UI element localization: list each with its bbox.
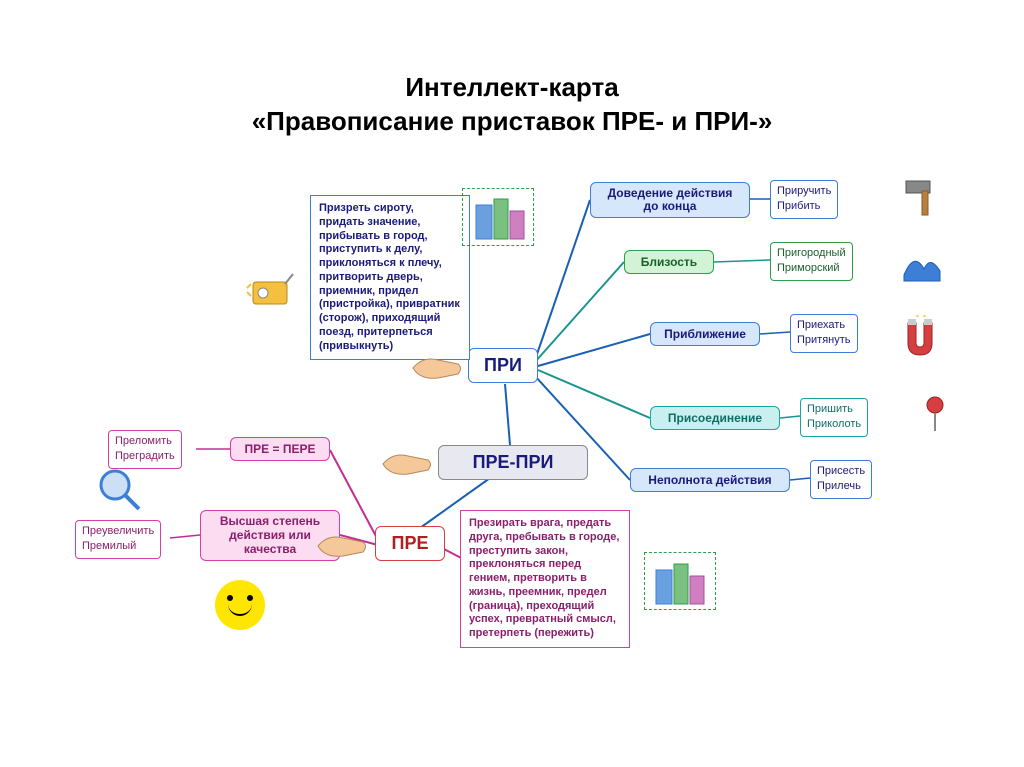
pri-examples-approach: Приехать Притянуть (790, 314, 858, 353)
center-node: ПРЕ-ПРИ (438, 445, 588, 480)
pri-branch-completion: Доведение действиядо конца (590, 182, 750, 218)
selection-rect (462, 188, 534, 246)
pri-textbox: Призреть сироту, придать значение, прибы… (310, 195, 470, 360)
pri-examples-completion: Приручить Прибить (770, 180, 838, 219)
pre-textbox: Презирать врага, предать друга, пребыват… (460, 510, 630, 648)
title-line1: Интеллект-карта (0, 72, 1024, 103)
pri-branch-approach: Приближение (650, 322, 760, 346)
pri-label: ПРИ (484, 355, 522, 375)
smiley-icon (215, 580, 265, 630)
pri-examples-closeness: Пригородный Приморский (770, 242, 853, 281)
pri-node: ПРИ (468, 348, 538, 383)
title-line2: «Правописание приставок ПРЕ- и ПРИ-» (0, 106, 1024, 137)
pre-branch-pere: ПРЕ = ПЕРЕ (230, 437, 330, 461)
magnet-icon: ↓↓ (900, 315, 940, 364)
hammer-icon (900, 175, 950, 225)
pri-branch-incomplete: Неполнота действия (630, 468, 790, 492)
pre-examples-superlative: Преувеличить Премилый (75, 520, 161, 559)
pre-examples-pere: Преломить Преградить (108, 430, 182, 469)
hand-icon (408, 348, 466, 391)
pri-examples-incomplete: Присесть Прилечь (810, 460, 872, 499)
selection-rect (644, 552, 716, 610)
hand-icon (313, 526, 371, 569)
hand-icon (378, 444, 436, 487)
pre-node: ПРЕ (375, 526, 445, 561)
svg-text:↓↓: ↓↓ (914, 315, 928, 320)
center-label: ПРЕ-ПРИ (473, 452, 554, 472)
wave-icon (900, 245, 946, 290)
loupe-icon (95, 465, 145, 520)
radio-icon (245, 270, 295, 315)
pin-icon (920, 395, 950, 440)
pri-branch-joining: Присоединение (650, 406, 780, 430)
pre-label: ПРЕ (392, 533, 429, 553)
pri-branch-closeness: Близость (624, 250, 714, 274)
pri-examples-joining: Пришить Приколоть (800, 398, 868, 437)
